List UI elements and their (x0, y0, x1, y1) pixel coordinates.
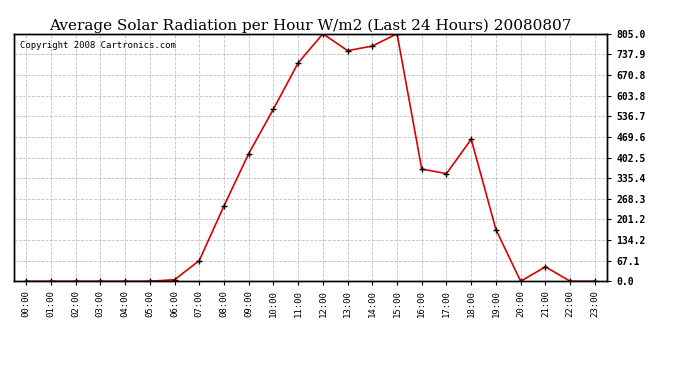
Title: Average Solar Radiation per Hour W/m2 (Last 24 Hours) 20080807: Average Solar Radiation per Hour W/m2 (L… (49, 18, 572, 33)
Text: Copyright 2008 Cartronics.com: Copyright 2008 Cartronics.com (20, 41, 176, 50)
